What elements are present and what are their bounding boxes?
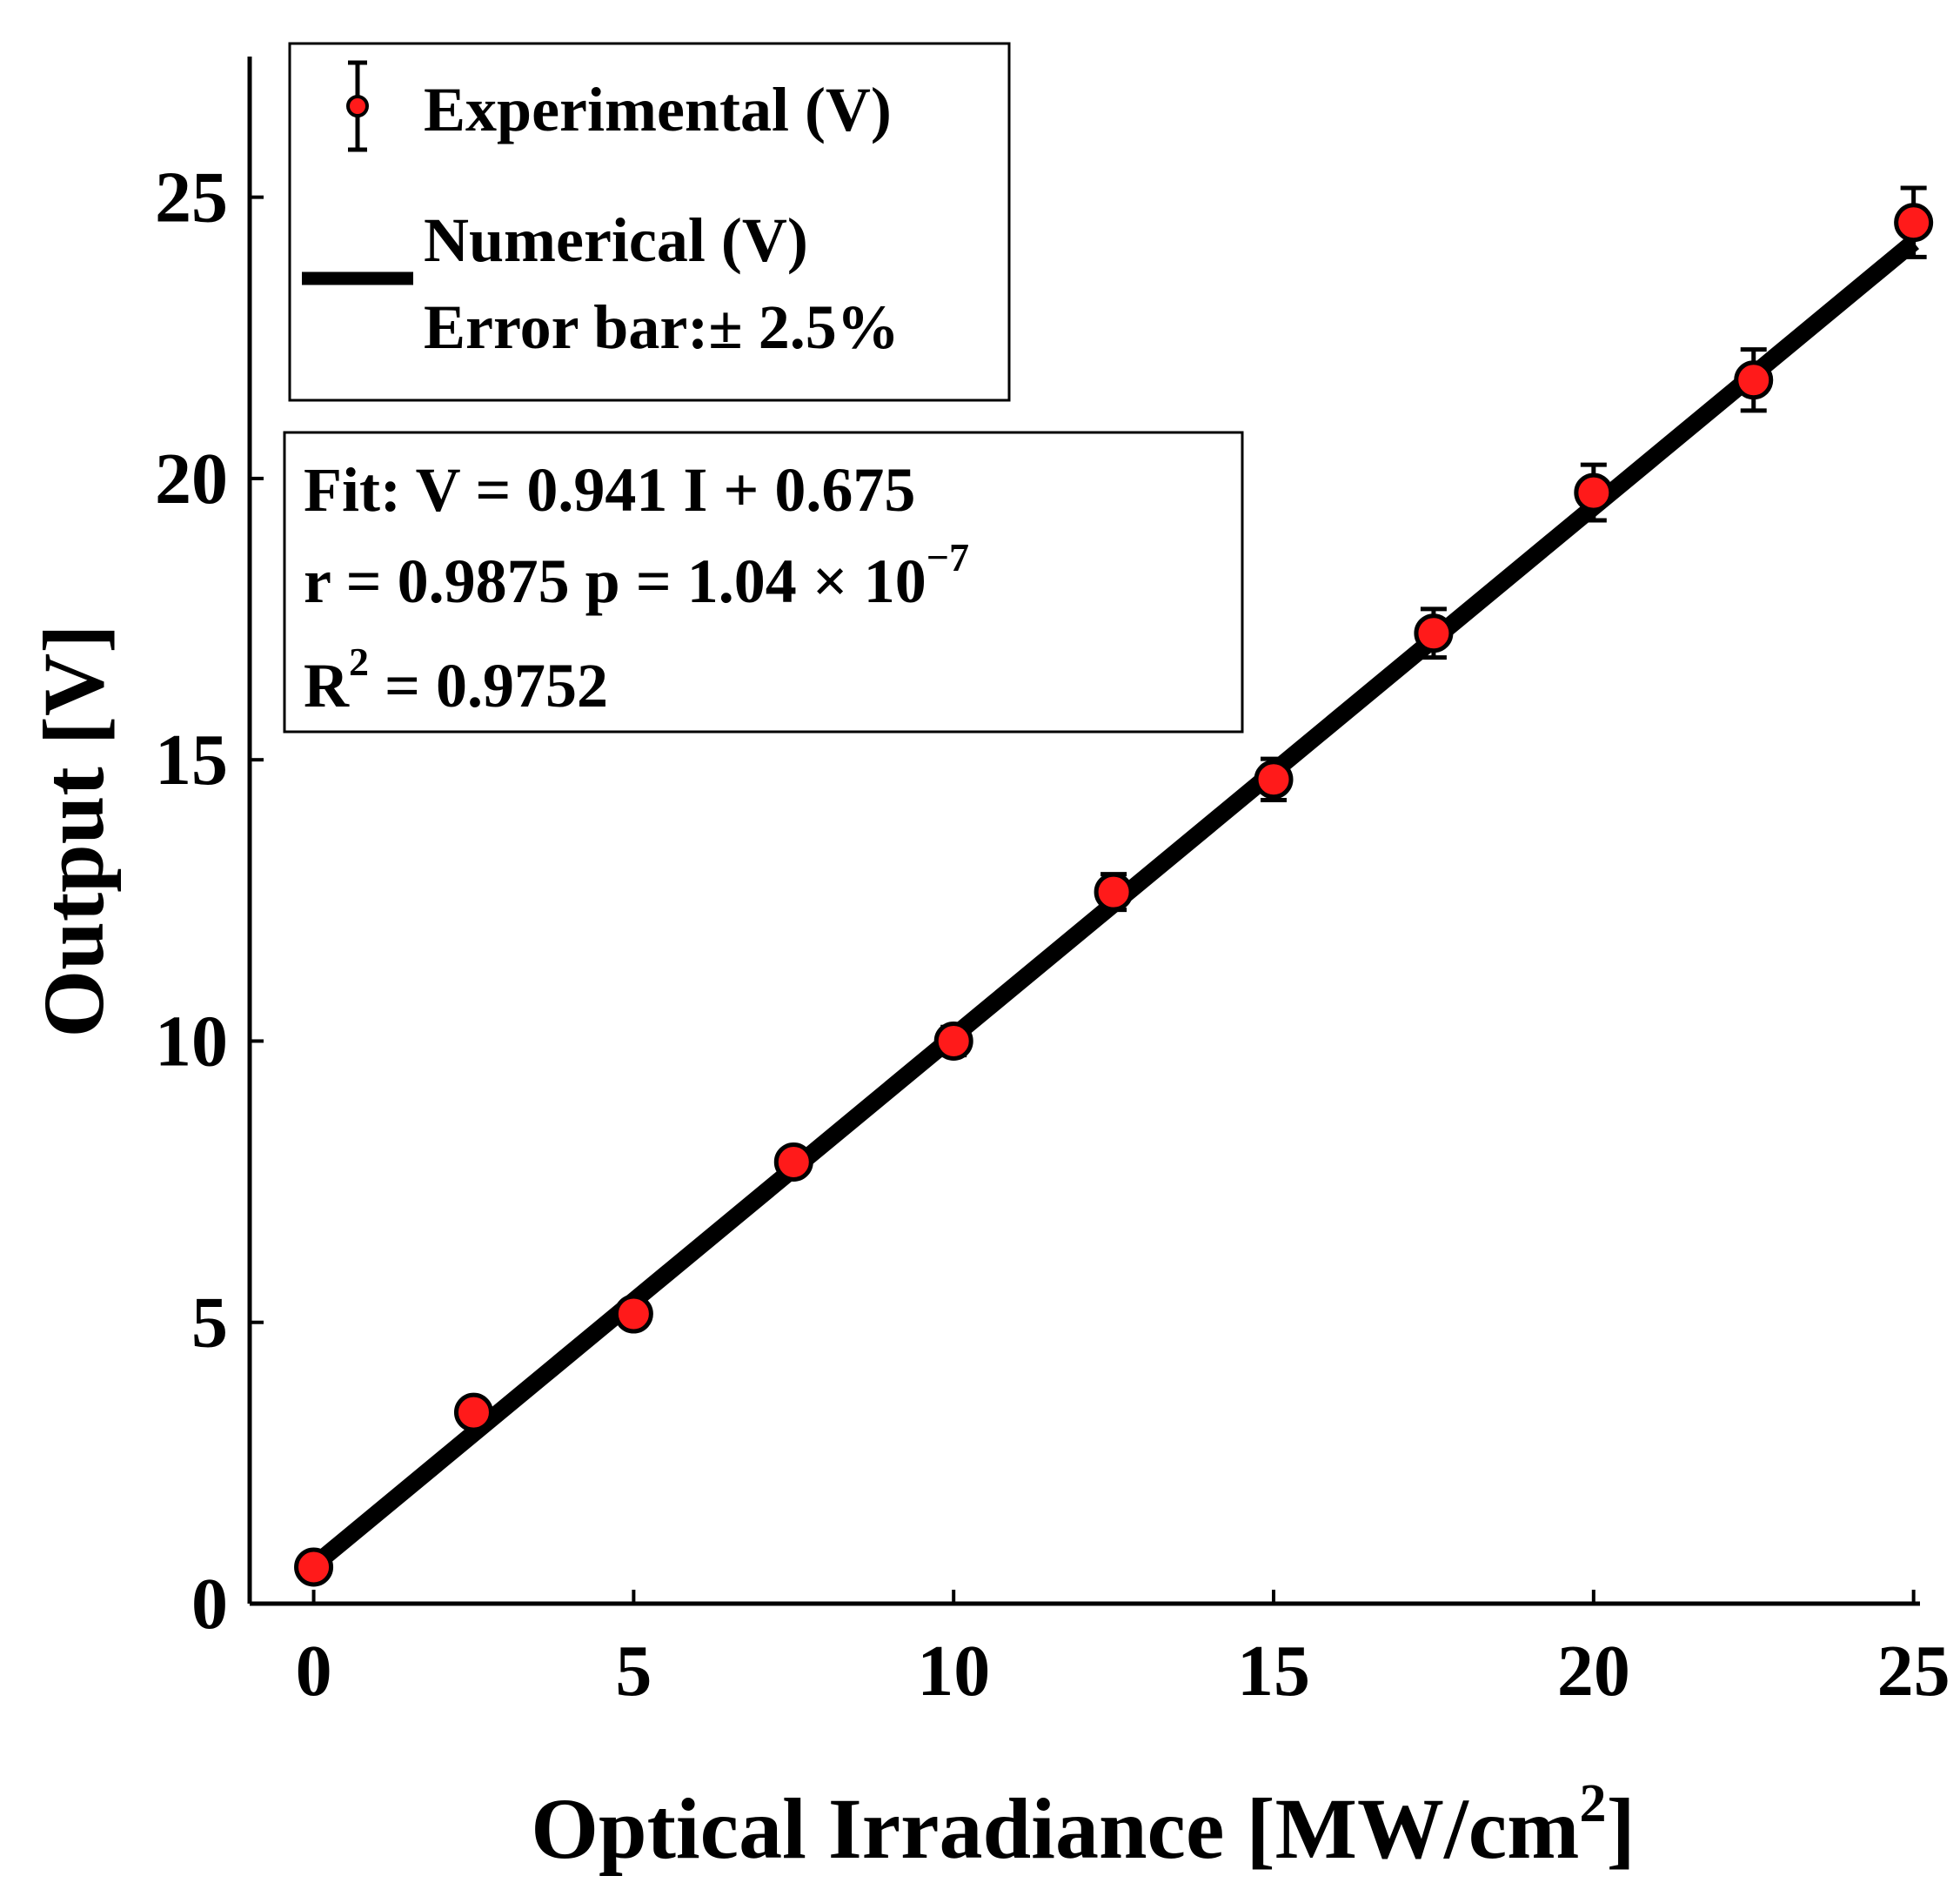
x-axis-title-superscript: 2 [1579, 1774, 1606, 1833]
experimental-points [294, 185, 1934, 1587]
x-tick-label: 25 [1877, 1631, 1950, 1712]
fit-r-squared-value: = 0.9752 [369, 651, 608, 720]
data-point [1414, 606, 1454, 660]
y-tick-label: 15 [155, 720, 228, 801]
data-point [294, 1547, 334, 1587]
data-point [773, 1142, 813, 1182]
axes [247, 57, 1920, 1606]
fit-p-exponent: −7 [926, 535, 969, 580]
data-point-marker [1414, 613, 1454, 653]
legend: Experimental (V) Numerical (V) Error bar… [288, 42, 1011, 402]
x-tick-label: 5 [615, 1631, 652, 1712]
y-tick-label: 10 [155, 1001, 228, 1082]
fit-equation: Fit: V = 0.941 I + 0.675 [304, 455, 915, 525]
x-axis-title: Optical Irradiance [MW/cm2] [531, 1774, 1636, 1877]
legend-box [288, 42, 1011, 402]
data-point [1894, 185, 1934, 259]
y-tick-label: 20 [155, 439, 228, 519]
fit-annotation: Fit: V = 0.941 I + 0.675 r = 0.9875 p = … [283, 431, 1244, 734]
data-point [1094, 872, 1134, 913]
legend-experimental-label: Experimental (V) [424, 75, 892, 144]
fit-correlation: r = 0.9875 p = 1.04 × 10−7 [304, 535, 969, 616]
data-point [933, 1021, 973, 1061]
legend-point-icon [346, 95, 369, 117]
fit-r-squared-superscript: 2 [349, 640, 369, 684]
x-tick-label: 0 [296, 1631, 332, 1712]
data-point [453, 1392, 493, 1432]
ticks: 0 5 10 15 20 25 0 5 10 15 20 25 [155, 157, 1950, 1712]
data-point-marker [773, 1142, 813, 1182]
data-point-marker [613, 1294, 653, 1334]
data-point-marker [1734, 360, 1774, 400]
y-tick-label: 0 [191, 1564, 228, 1645]
y-tick-label: 5 [191, 1283, 228, 1363]
legend-experimental-marker [346, 60, 369, 152]
data-point [1574, 462, 1614, 523]
data-point-marker [933, 1021, 973, 1061]
data-point [613, 1294, 653, 1334]
x-axis-title-end: ] [1606, 1780, 1635, 1877]
legend-errorbar-note: Error bar:± 2.5% [424, 292, 900, 362]
legend-numerical-label: Numerical (V) [424, 205, 808, 275]
data-point-marker [294, 1547, 334, 1587]
fit-r-squared: R2 = 0.9752 [304, 640, 608, 720]
x-tick-label: 15 [1237, 1631, 1310, 1712]
data-point [1254, 756, 1294, 802]
data-point-marker [1254, 760, 1294, 800]
data-point-marker [453, 1392, 493, 1432]
y-axis-title: Output [V] [25, 624, 122, 1037]
data-point-marker [1574, 472, 1614, 513]
data-point [1734, 347, 1774, 413]
data-point-marker [1894, 203, 1934, 243]
data-point-marker [1094, 872, 1134, 912]
fit-annotation-box [283, 431, 1244, 734]
y-tick-label: 25 [155, 157, 228, 238]
x-tick-label: 10 [917, 1631, 990, 1712]
x-tick-label: 20 [1557, 1631, 1630, 1712]
